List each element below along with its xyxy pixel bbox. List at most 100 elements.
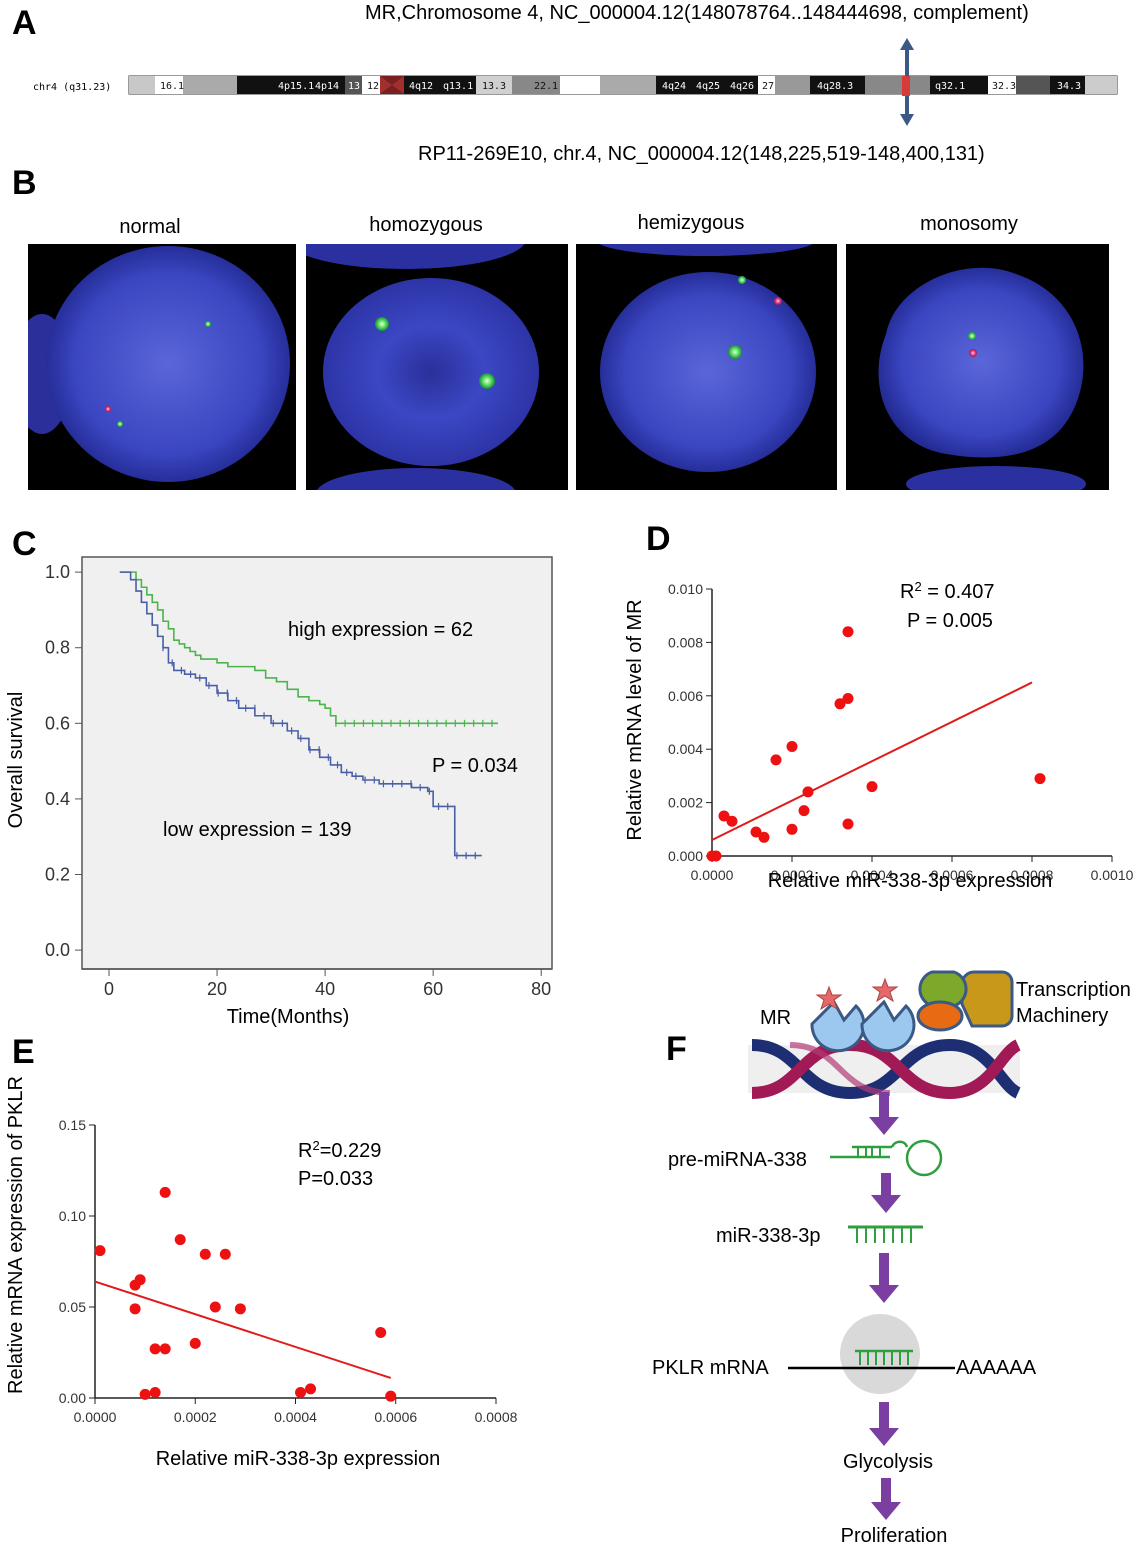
pathway-arrow [881, 1173, 891, 1199]
y-tick-label: 0.4 [45, 789, 70, 809]
ideogram-band [810, 76, 865, 94]
bac-probe-label: RP11-269E10, chr.4, NC_000004.12(148,225… [418, 143, 985, 165]
x-tick-label: 0.0006 [374, 1409, 417, 1425]
x-axis-label-e: Relative miR-338-3p expression [156, 1448, 441, 1470]
band-label: 13.3 [482, 81, 506, 92]
annotation-high-expression: high expression = 62 [288, 619, 473, 641]
ideogram-title: chr4 (q31.23) [33, 82, 111, 93]
plot-area [81, 556, 553, 970]
data-point [842, 818, 854, 830]
pathway-arrowhead [871, 1195, 901, 1213]
pathway-arrow [879, 1253, 889, 1289]
red-signal [969, 349, 977, 357]
annotation-low-expression: low expression = 139 [163, 819, 351, 841]
fish-title-monosomy: monosomy [920, 213, 1018, 235]
green-signal [375, 317, 389, 331]
data-point [139, 1388, 151, 1400]
band-label: 4q24 [662, 81, 686, 92]
high-expression-curve [119, 571, 498, 725]
y-axis-label-d: Relative mRNA level of MR [624, 599, 646, 840]
fish-image-hemizygous [576, 244, 837, 490]
panel-letter-e: E [12, 1033, 35, 1071]
data-point [174, 1234, 186, 1246]
green-signal [968, 332, 976, 340]
data-point [149, 1343, 161, 1355]
band-label: p15.2 [240, 81, 270, 92]
green-signal [479, 373, 495, 389]
ideogram-band [272, 76, 310, 94]
x-tick-label: 20 [207, 979, 227, 999]
x-tick-label: 0.0008 [475, 1409, 518, 1425]
ideogram-band [865, 76, 930, 94]
x-tick-label: 60 [423, 979, 443, 999]
x-tick-label: 0.0000 [691, 867, 734, 883]
pklr-scatter-chart: 0.0000 0.0002 0.0004 0.0006 0.0008 0.00 0.05 0.… [5, 1076, 518, 1470]
probe-marker [902, 76, 910, 96]
y-axis-label-e: Relative mRNA expression of PKLR [5, 1076, 27, 1394]
chromosome-ideogram: 16.1 p15.2 4p15.1 4p14 13 12 4q12 q13.1 13.3 22.1… [128, 75, 1118, 95]
data-point [842, 626, 854, 638]
green-signal [728, 345, 742, 359]
fish-title-normal: normal [119, 216, 180, 238]
data-point [718, 810, 730, 822]
r-squared-e: R2=0.229 [298, 1138, 381, 1163]
y-tick-label: 0.00 [59, 1390, 86, 1406]
data-point [94, 1245, 106, 1257]
data-point [159, 1343, 171, 1355]
fish-title-homozygous: homozygous [369, 214, 482, 236]
pklr-mrna-label: PKLR mRNA [652, 1357, 769, 1379]
polya-tail-label: AAAAAA [956, 1357, 1037, 1379]
ideogram-band [988, 76, 1016, 94]
x-tick-label: 0.0002 [174, 1409, 217, 1425]
pathway-arrow [881, 1478, 891, 1506]
x-tick-label: 0.0008 [1011, 867, 1054, 883]
x-tick-label: 0 [104, 979, 114, 999]
y-tick-label: 0.2 [45, 865, 70, 885]
ideogram-band [1016, 76, 1050, 94]
ideogram-band [656, 76, 690, 94]
data-point [134, 1274, 146, 1286]
ideogram-band [758, 76, 775, 94]
probe-arrow [900, 38, 914, 126]
mechanism-diagram: MR Transcription Machinery pre-miRNA-338… [652, 970, 1131, 1547]
x-axis-label: Time(Months) [227, 1006, 350, 1028]
band-label: 4p15.1 [278, 81, 314, 92]
machinery-label: Machinery [1016, 1005, 1108, 1027]
y-tick-label: 0.10 [59, 1208, 86, 1224]
data-point [842, 692, 854, 704]
ideogram-band [726, 76, 758, 94]
ideogram-band [560, 76, 600, 94]
x-tick-label: 0.0004 [851, 867, 894, 883]
mr-label: MR [760, 1007, 791, 1029]
data-point [385, 1390, 397, 1402]
data-point [710, 850, 722, 862]
fish-image-monosomy [846, 244, 1109, 490]
ideogram-band [1085, 76, 1117, 94]
x-tick-label: 80 [531, 979, 551, 999]
data-point [234, 1303, 246, 1315]
data-point [305, 1383, 317, 1395]
ideogram-band [155, 76, 183, 94]
band-label: 16.1 [160, 81, 184, 92]
ideogram-band [476, 76, 512, 94]
fish-title-hemizygous: hemizygous [638, 212, 745, 234]
y-tick-label: 0.010 [668, 581, 703, 597]
panel-letter-d: D [646, 520, 671, 558]
fish-image-homozygous [306, 244, 568, 490]
mr-protein-dimer [810, 977, 916, 1053]
y-tick-label: 0.05 [59, 1299, 86, 1315]
band-label: 4q12 [409, 81, 433, 92]
pathway-arrow [879, 1402, 889, 1432]
x-tick-label: 0.0006 [931, 867, 974, 883]
data-point [798, 805, 810, 817]
panel-letter-b: B [12, 164, 37, 202]
ideogram-band [345, 76, 362, 94]
pathway-arrowhead [869, 1285, 899, 1303]
band-label: 27 [762, 81, 774, 92]
band-label: 32.3 [992, 81, 1016, 92]
dna-helix [748, 1038, 1022, 1100]
y-tick-label: 0.008 [668, 634, 703, 650]
pathway-arrow [879, 1092, 889, 1121]
data-point [219, 1248, 231, 1260]
